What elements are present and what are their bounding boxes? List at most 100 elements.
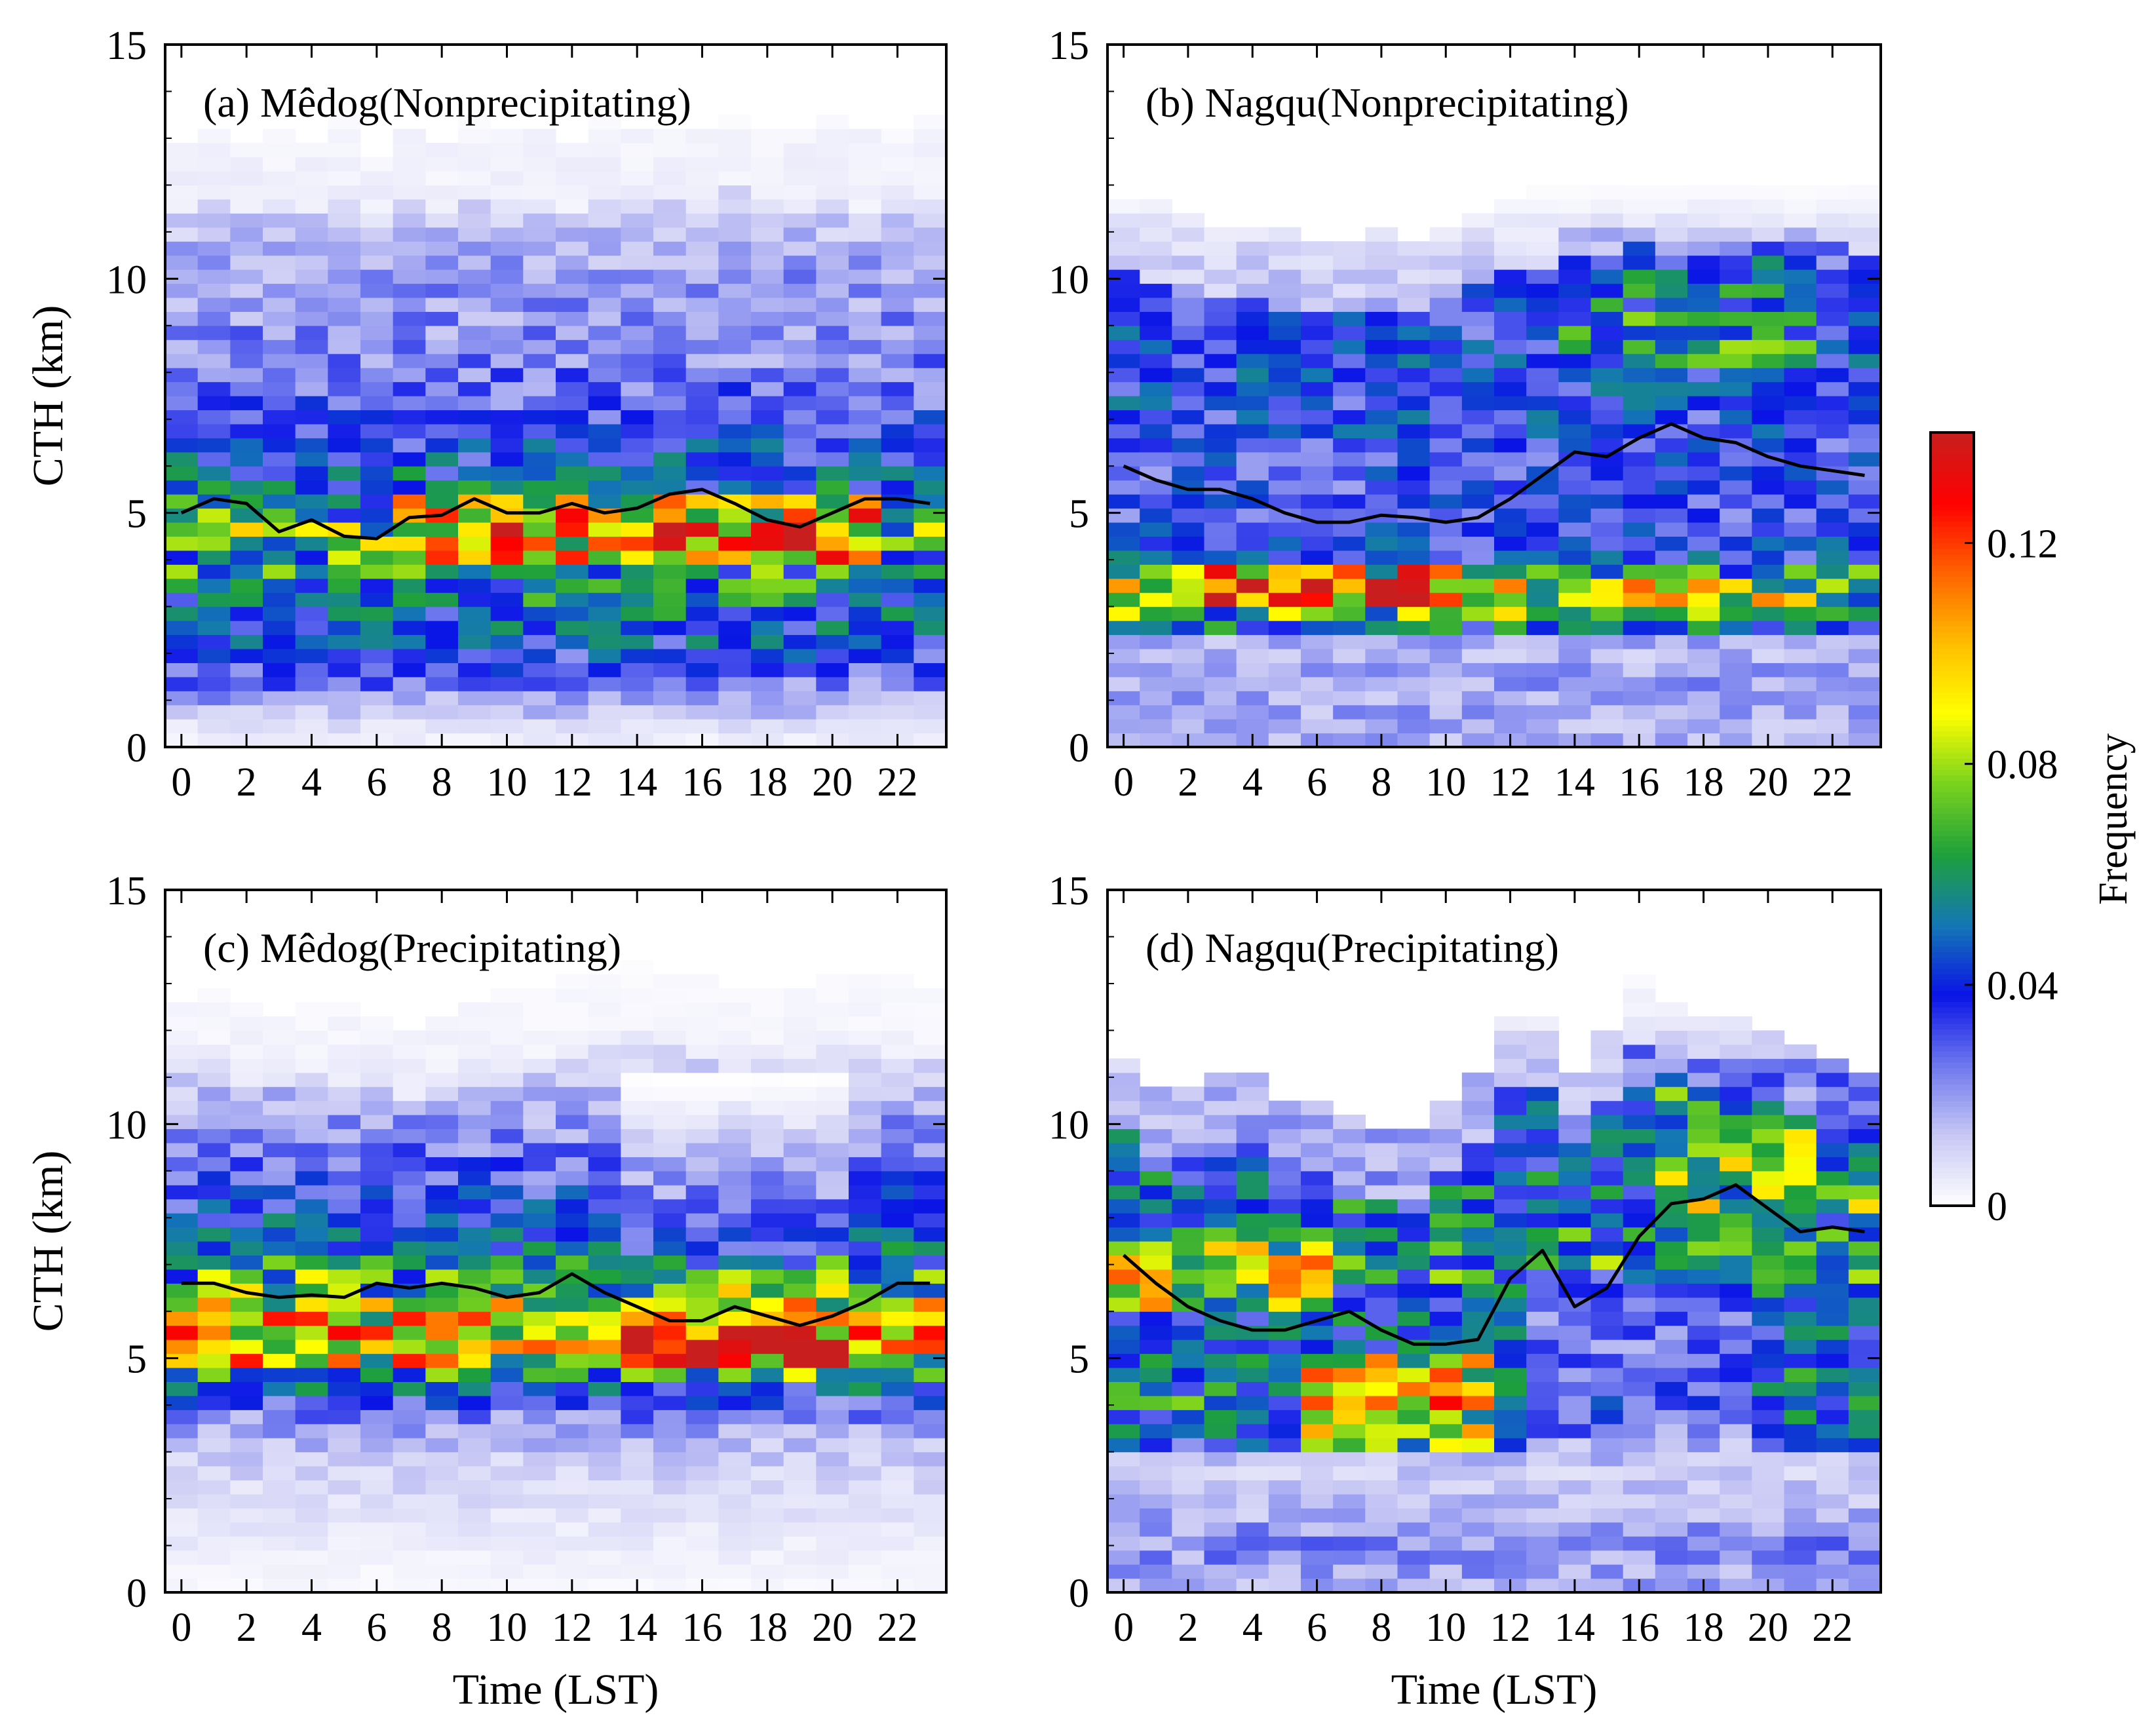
heatmap-cell — [816, 1142, 849, 1157]
heatmap-cell — [1333, 1466, 1366, 1481]
heatmap-cell — [1365, 564, 1398, 579]
heatmap-cell — [881, 1536, 914, 1551]
heatmap-cell — [621, 157, 654, 172]
heatmap-cell — [1107, 508, 1140, 523]
heatmap-cell — [1655, 423, 1688, 438]
heatmap-cell — [490, 494, 524, 509]
heatmap-cell — [621, 170, 654, 185]
heatmap-cell — [1558, 1086, 1592, 1102]
heatmap-cell — [197, 438, 231, 453]
heatmap-cell — [1720, 1395, 1752, 1410]
heatmap-cell — [1752, 1480, 1785, 1495]
heatmap-cell — [1268, 1227, 1301, 1242]
heatmap-cell — [1816, 1185, 1849, 1200]
heatmap-cell — [718, 1564, 752, 1579]
heatmap-cell — [230, 1451, 263, 1467]
heatmap-cell — [1236, 368, 1269, 383]
heatmap-cell — [1333, 1353, 1366, 1368]
heatmap-cell — [1268, 339, 1301, 355]
heatmap-cell — [816, 1451, 849, 1467]
heatmap-cell — [1590, 199, 1624, 214]
heatmap-cell — [1461, 1395, 1495, 1410]
heatmap-cell — [197, 451, 231, 467]
heatmap-cell — [360, 1269, 394, 1284]
heatmap-cell — [523, 170, 556, 185]
heatmap-cell — [1429, 1410, 1463, 1425]
heatmap-cell — [165, 1493, 199, 1508]
colorbar-swatch — [1931, 1023, 1974, 1030]
heatmap-cell — [914, 1115, 947, 1130]
heatmap-cell — [621, 621, 654, 636]
heatmap-cell — [1172, 1213, 1205, 1228]
heatmap-cell — [751, 255, 784, 270]
heatmap-cell — [1333, 297, 1366, 312]
heatmap-cell — [685, 704, 719, 720]
heatmap-cell — [1752, 1522, 1785, 1537]
heatmap-cell — [1204, 1522, 1237, 1537]
heatmap-cell — [165, 691, 199, 706]
heatmap-cell — [425, 1480, 459, 1495]
heatmap-cell — [1236, 704, 1269, 720]
heatmap-cell — [1461, 592, 1495, 607]
heatmap-cell — [816, 494, 849, 509]
heatmap-cell — [263, 1115, 296, 1130]
heatmap-cell — [556, 1536, 589, 1551]
heatmap-cell — [816, 1016, 849, 1031]
heatmap-cell — [263, 1213, 296, 1228]
heatmap-cell — [1494, 1213, 1527, 1228]
heatmap-cell — [360, 368, 394, 383]
heatmap-cell — [718, 213, 752, 228]
heatmap-cell — [816, 691, 849, 706]
heatmap-cell — [295, 550, 328, 565]
heatmap-cell — [328, 1058, 361, 1073]
heatmap-cell — [1365, 719, 1398, 734]
heatmap-cell — [1397, 648, 1431, 663]
heatmap-cell — [458, 1297, 491, 1312]
heatmap-cell — [1268, 536, 1301, 551]
heatmap-cell — [1784, 606, 1817, 621]
heatmap-cell — [1107, 1395, 1140, 1410]
heatmap-cell — [1720, 381, 1752, 396]
heatmap-cell — [881, 423, 914, 438]
heatmap-cell — [1558, 1100, 1592, 1115]
heatmap-cell — [263, 592, 296, 607]
heatmap-cell — [1397, 1423, 1431, 1438]
heatmap-cell — [1848, 1269, 1881, 1284]
heatmap-cell — [1558, 564, 1592, 579]
heatmap-cell — [295, 1381, 328, 1396]
heatmap-cell — [1494, 1480, 1527, 1495]
heatmap-cell — [751, 199, 784, 214]
heatmap-cell — [1204, 1185, 1237, 1200]
heatmap-cell — [881, 1311, 914, 1326]
heatmap-cell — [1397, 1213, 1431, 1228]
heatmap-cell — [1204, 621, 1237, 636]
heatmap-cell — [1526, 564, 1559, 579]
heatmap-cell — [1236, 508, 1269, 523]
heatmap-cell — [1784, 241, 1817, 256]
heatmap-cell — [1107, 1325, 1140, 1340]
heatmap-cell — [1397, 564, 1431, 579]
heatmap-cell — [1590, 536, 1624, 551]
colorbar-swatch — [1931, 847, 1974, 853]
heatmap-cell — [1365, 255, 1398, 270]
heatmap-cell — [881, 578, 914, 593]
heatmap-cell — [914, 1269, 947, 1284]
heatmap-cell — [751, 1339, 784, 1354]
heatmap-cell — [783, 1438, 817, 1453]
heatmap-cell — [816, 1438, 849, 1453]
heatmap-cell — [1720, 1100, 1752, 1115]
colorbar-swatch — [1931, 813, 1974, 820]
heatmap-cell — [653, 438, 687, 453]
heatmap-cell — [1301, 451, 1334, 467]
colorbar-swatch — [1931, 438, 1974, 444]
heatmap-cell — [914, 353, 947, 368]
heatmap-cell — [197, 241, 231, 256]
heatmap-cell — [1365, 227, 1398, 242]
heatmap-cell — [393, 1058, 426, 1073]
heatmap-cell — [1461, 353, 1495, 368]
heatmap-cell — [588, 1339, 621, 1354]
colorbar-swatch — [1931, 1183, 1974, 1190]
heatmap-cell — [1204, 283, 1237, 298]
heatmap-cell — [816, 1170, 849, 1185]
heatmap-cell — [1140, 1199, 1172, 1214]
